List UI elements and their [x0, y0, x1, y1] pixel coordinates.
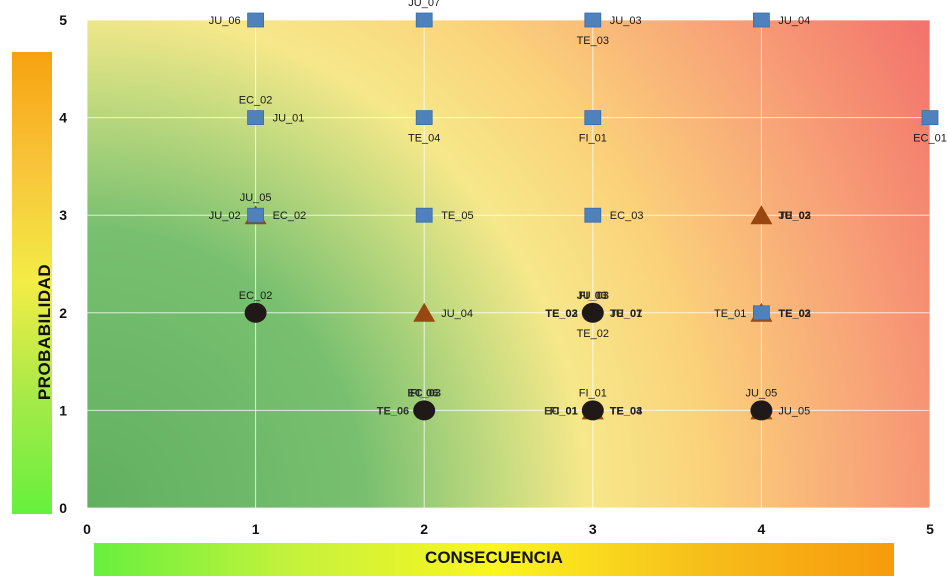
y-tick-label: 2: [59, 305, 67, 321]
point-label: TE_04: [408, 133, 440, 145]
point-label: JU_01: [610, 308, 642, 320]
square-marker: [415, 110, 433, 125]
point-label: EC_01: [913, 133, 947, 145]
x-tick-label: 3: [589, 521, 597, 537]
data-markers: [244, 12, 939, 421]
plot-area-background: [87, 20, 930, 508]
point-label: FI_01: [550, 405, 578, 417]
y-axis-label: PROBABILIDAD: [35, 263, 54, 401]
x-tick-label: 5: [926, 521, 934, 537]
point-label: FI_03: [579, 290, 607, 302]
square-marker: [753, 305, 770, 321]
point-label: JU_06: [209, 15, 241, 27]
point-label: EC_02: [239, 95, 273, 107]
y-axis-ticks: 0 1 2 3 4 5: [59, 12, 67, 516]
point-label: TE_03: [545, 308, 577, 320]
square-marker: [247, 207, 265, 223]
x-tick-label: 2: [420, 521, 428, 537]
point-label: TE_07: [610, 308, 642, 320]
square-marker: [415, 207, 433, 223]
triangle-marker: [413, 302, 436, 322]
point-label: EC_03: [407, 387, 441, 399]
circle-marker: [750, 400, 773, 421]
square-marker: [247, 110, 265, 125]
x-axis-label: CONSECUENCIA: [425, 548, 563, 567]
point-label: TE_03: [577, 35, 609, 47]
point-label: EC_02: [273, 210, 307, 222]
point-label: TE_01: [714, 308, 746, 320]
gridlines: [86, 19, 931, 509]
point-label: JU_05: [240, 192, 272, 204]
point-labels: JU_06JU_07JU_03TE_03JU_04EC_02JU_01TE_04…: [209, 0, 947, 417]
point-label: JU_04: [778, 15, 810, 27]
circle-marker: [581, 302, 604, 323]
y-tick-label: 3: [59, 207, 67, 223]
point-label: TE_03: [610, 405, 642, 417]
point-label: EC_02: [239, 290, 273, 302]
point-label: TE_02: [778, 308, 810, 320]
point-label: JU_03: [610, 15, 642, 27]
x-axis-ticks: 0 1 2 3 4 5: [83, 521, 934, 537]
square-marker: [415, 12, 433, 28]
square-marker: [753, 12, 770, 28]
point-label: JU_05: [746, 387, 778, 399]
square-marker: [584, 110, 602, 125]
square-marker: [584, 207, 602, 223]
triangle-marker: [750, 205, 773, 225]
point-label: EC_03: [610, 210, 644, 222]
point-label: TE_05: [441, 210, 473, 222]
y-tick-label: 4: [59, 110, 67, 126]
x-tick-label: 1: [252, 521, 260, 537]
point-label: TE_04: [610, 405, 643, 417]
point-label: JU_01: [273, 113, 305, 125]
point-label: TE_03: [778, 308, 810, 320]
y-tick-label: 1: [59, 402, 67, 418]
x-axis-label-bar: [94, 543, 894, 576]
point-label: JU_02: [209, 210, 241, 222]
y-tick-label: 0: [59, 500, 67, 516]
point-label: JU_03: [577, 290, 609, 302]
x-tick-label: 4: [758, 521, 766, 537]
point-label: JU_04: [441, 308, 473, 320]
point-label: JU_05: [778, 405, 810, 417]
y-axis-label-bar: PROBABILIDAD: [12, 52, 54, 514]
point-label: JU_07: [408, 0, 440, 9]
circle-marker: [581, 400, 604, 421]
circle-marker: [244, 302, 267, 323]
point-label: TE_06: [377, 405, 409, 417]
square-marker: [584, 12, 602, 28]
point-label: FI_01: [579, 387, 607, 399]
point-label: TE_02: [778, 210, 810, 222]
point-label: TE_02: [545, 308, 577, 320]
circle-marker: [413, 400, 436, 421]
point-label: FI_06: [410, 387, 438, 399]
y-tick-label: 5: [59, 12, 67, 28]
point-label: JU_03: [778, 210, 810, 222]
point-label: FI_01: [579, 133, 607, 145]
square-marker: [247, 12, 265, 28]
point-label: EC_01: [544, 405, 578, 417]
point-label: TE_02: [577, 328, 609, 340]
x-tick-label: 0: [83, 521, 91, 537]
square-marker: [921, 110, 939, 125]
